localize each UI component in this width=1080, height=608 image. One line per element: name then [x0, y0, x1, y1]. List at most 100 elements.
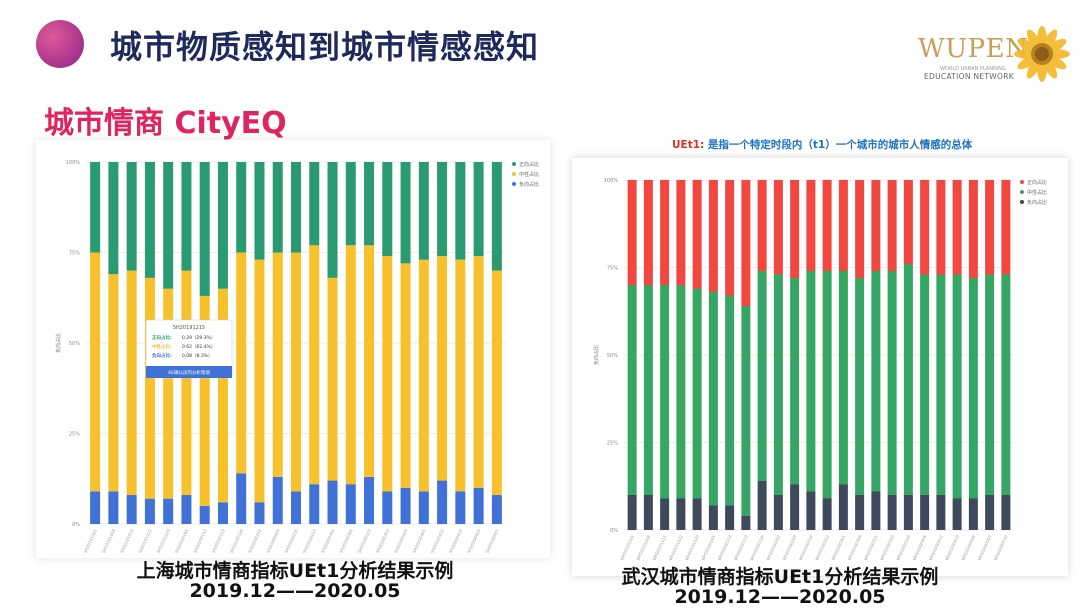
x-tick-label: SH20200216: [283, 528, 299, 554]
bar-segment-positive: [491, 162, 502, 271]
wuhan-caption: 武汉城市情商指标UEt1分析结果示例: [621, 566, 939, 588]
x-tick-label: WH20191222: [668, 534, 684, 561]
bar-segment-positive: [773, 180, 783, 275]
bar-segment-negative: [382, 491, 393, 524]
bar-segment-positive: [126, 162, 137, 271]
bar-segment-positive: [822, 180, 832, 271]
bar-segment-positive: [236, 162, 247, 253]
x-tick-label: SH20200112: [192, 528, 208, 554]
uet1-definition: UEt1: 是指一个特定时段内（t1）一个城市的城市人情感的总体: [672, 137, 972, 152]
bar-segment-negative: [1001, 495, 1011, 530]
y-tick-label: 75%: [69, 251, 80, 257]
bar-segment-neutral: [345, 245, 356, 485]
bar-segment-negative: [327, 480, 338, 524]
bar-segment-neutral: [692, 288, 702, 499]
bar-segment-neutral: [437, 256, 448, 481]
legend-label: 中性占比: [1027, 189, 1047, 196]
x-tick-label: WH20200126: [749, 534, 765, 561]
tooltip-button: [146, 366, 232, 378]
x-tick-label: WH20200202: [765, 534, 781, 561]
x-tick-label: WH20200315: [863, 534, 879, 561]
bar-segment-positive: [473, 162, 484, 257]
bar-segment-neutral: [822, 271, 832, 499]
bar-segment-positive: [163, 162, 174, 289]
bar-segment-neutral: [806, 271, 816, 492]
bar-segment-positive: [108, 162, 119, 275]
bar-segment-positive: [181, 162, 192, 271]
sunflower-icon: [1014, 26, 1070, 82]
bar-segment-negative: [272, 476, 283, 524]
bar-segment-neutral: [920, 274, 930, 495]
bar-segment-negative: [491, 495, 502, 524]
bar-segment-negative: [871, 491, 881, 530]
bar-segment-negative: [254, 502, 265, 524]
bar-segment-negative: [855, 495, 865, 530]
shanghai-caption: 上海城市情商指标UEt1分析结果示例: [136, 560, 454, 582]
bar-segment-positive: [217, 162, 228, 289]
bar-segment-negative: [773, 495, 783, 530]
x-tick-label: WH20191229: [684, 534, 700, 561]
bar-segment-positive: [985, 180, 995, 275]
x-tick-label: SH20200412: [430, 528, 446, 554]
bar-segment-positive: [920, 180, 930, 275]
y-tick-label: 25%: [607, 441, 618, 447]
bar-segment-negative: [676, 498, 686, 530]
x-tick-label: WH20200308: [846, 534, 862, 561]
y-tick-label: 100%: [66, 160, 81, 166]
bar-segment-positive: [400, 162, 411, 264]
x-tick-label: WH20200216: [798, 534, 814, 561]
page-title: 城市物质感知到城市情感感知: [110, 28, 540, 66]
tooltip-row-label: 中性占比:: [152, 343, 172, 350]
bar-segment-positive: [627, 180, 637, 285]
bar-segment-positive: [708, 180, 718, 292]
bar-segment-neutral: [903, 264, 913, 495]
bar-segment-neutral: [364, 245, 375, 477]
bar-segment-neutral: [291, 252, 301, 492]
bar-segment-negative: [236, 473, 247, 524]
bar-segment-neutral: [473, 256, 484, 488]
legend-label: 正向占比: [1027, 179, 1047, 186]
bar-segment-positive: [364, 162, 375, 246]
x-tick-label: WH20200112: [716, 534, 732, 561]
x-tick-label: WH20200412: [928, 534, 944, 561]
bar-segment-negative: [725, 505, 735, 530]
bar-segment-negative: [437, 480, 448, 524]
bar-segment-neutral: [272, 252, 283, 477]
tooltip-row-value: 0.08（8.3%）: [182, 353, 212, 359]
y-tick-label: 75%: [607, 266, 618, 272]
legend-label: 负向占比: [1027, 199, 1047, 206]
x-tick-label: WH20200301: [830, 534, 846, 561]
shanghai-caption-date: 2019.12——2020.05: [189, 580, 401, 602]
y-tick-label: 0%: [72, 522, 80, 528]
bar-segment-positive: [692, 180, 702, 289]
bar-segment-positive: [757, 180, 767, 271]
tooltip-button-label: AE确认段内分析帮助: [168, 369, 210, 376]
x-tick-label: WH20200426: [960, 534, 976, 561]
y-tick-label: 25%: [69, 432, 80, 438]
page-subtitle: 城市情商 CityEQ: [44, 106, 287, 141]
x-tick-label: SH20200119: [210, 528, 226, 554]
bar-segment-neutral: [400, 263, 411, 488]
bar-segment-neutral: [757, 271, 767, 481]
legend-marker: [512, 162, 516, 166]
legend-marker: [1020, 200, 1024, 204]
legend-marker: [512, 182, 516, 186]
x-tick-label: SH20191229: [156, 528, 172, 554]
bar-segment-neutral: [936, 274, 946, 495]
x-tick-label: WH20200405: [911, 534, 927, 561]
x-tick-label: SH20200301: [320, 528, 336, 554]
bar-segment-positive: [437, 162, 448, 257]
bar-segment-positive: [903, 180, 913, 264]
x-tick-label: SH20200315: [356, 528, 372, 554]
bar-segment-negative: [90, 491, 101, 524]
logo-subtitle-1: WORLD URBAN PLANNING: [940, 66, 1006, 72]
bar-segment-neutral: [491, 270, 502, 496]
y-axis-label: 负向占比: [55, 333, 62, 353]
bar-segment-positive: [455, 162, 466, 260]
shanghai-chart-panel: 0% 25% 50% 75% 100% 负向占比 SH20191201 SH20191208 S…: [36, 140, 550, 558]
bar-segment-negative: [643, 495, 653, 530]
bar-segment-negative: [455, 491, 466, 524]
y-tick-label: 100%: [604, 178, 619, 184]
